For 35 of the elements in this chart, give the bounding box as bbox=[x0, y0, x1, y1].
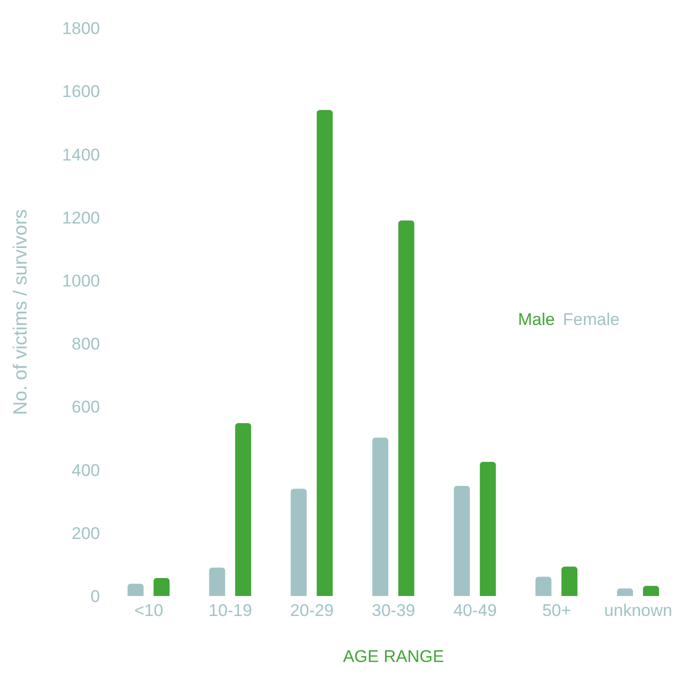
bar bbox=[561, 566, 578, 596]
bar bbox=[480, 462, 496, 596]
bar bbox=[398, 220, 414, 596]
y-tick-label: 800 bbox=[72, 334, 100, 354]
bar bbox=[535, 576, 552, 596]
x-tick-label: <10 bbox=[134, 601, 164, 620]
bar bbox=[617, 588, 634, 596]
y-tick-label: 1400 bbox=[62, 145, 100, 164]
x-axis-title: AGE RANGE bbox=[342, 647, 444, 666]
x-tick-label: 20-29 bbox=[290, 601, 334, 620]
y-tick-label: 1200 bbox=[62, 208, 100, 228]
bar bbox=[154, 578, 170, 596]
x-tick-label: unknown bbox=[604, 601, 672, 620]
y-tick-label: 200 bbox=[72, 524, 100, 543]
x-tick-label: 30-39 bbox=[372, 601, 416, 620]
y-tick-label: 0 bbox=[90, 587, 100, 606]
x-tick-label: 10-19 bbox=[208, 601, 252, 620]
bar bbox=[643, 586, 660, 596]
bar bbox=[235, 423, 252, 596]
y-tick-label: 1600 bbox=[62, 82, 100, 102]
text: Male bbox=[518, 310, 555, 330]
x-tick-label: 40-49 bbox=[453, 601, 497, 620]
y-tick-label: 600 bbox=[72, 398, 100, 417]
y-tick-label: 400 bbox=[72, 460, 100, 480]
text: Female bbox=[562, 310, 620, 330]
bar bbox=[372, 438, 388, 596]
bar bbox=[316, 110, 333, 596]
y-axis-title: No. of victims / survivors bbox=[10, 209, 32, 415]
bar bbox=[209, 568, 226, 596]
x-tick-label: 50+ bbox=[542, 601, 572, 620]
bar bbox=[128, 584, 144, 596]
y-tick-label: 1800 bbox=[62, 19, 100, 38]
y-tick-label: 1000 bbox=[62, 271, 100, 290]
bar bbox=[290, 488, 307, 596]
bar bbox=[454, 486, 470, 596]
